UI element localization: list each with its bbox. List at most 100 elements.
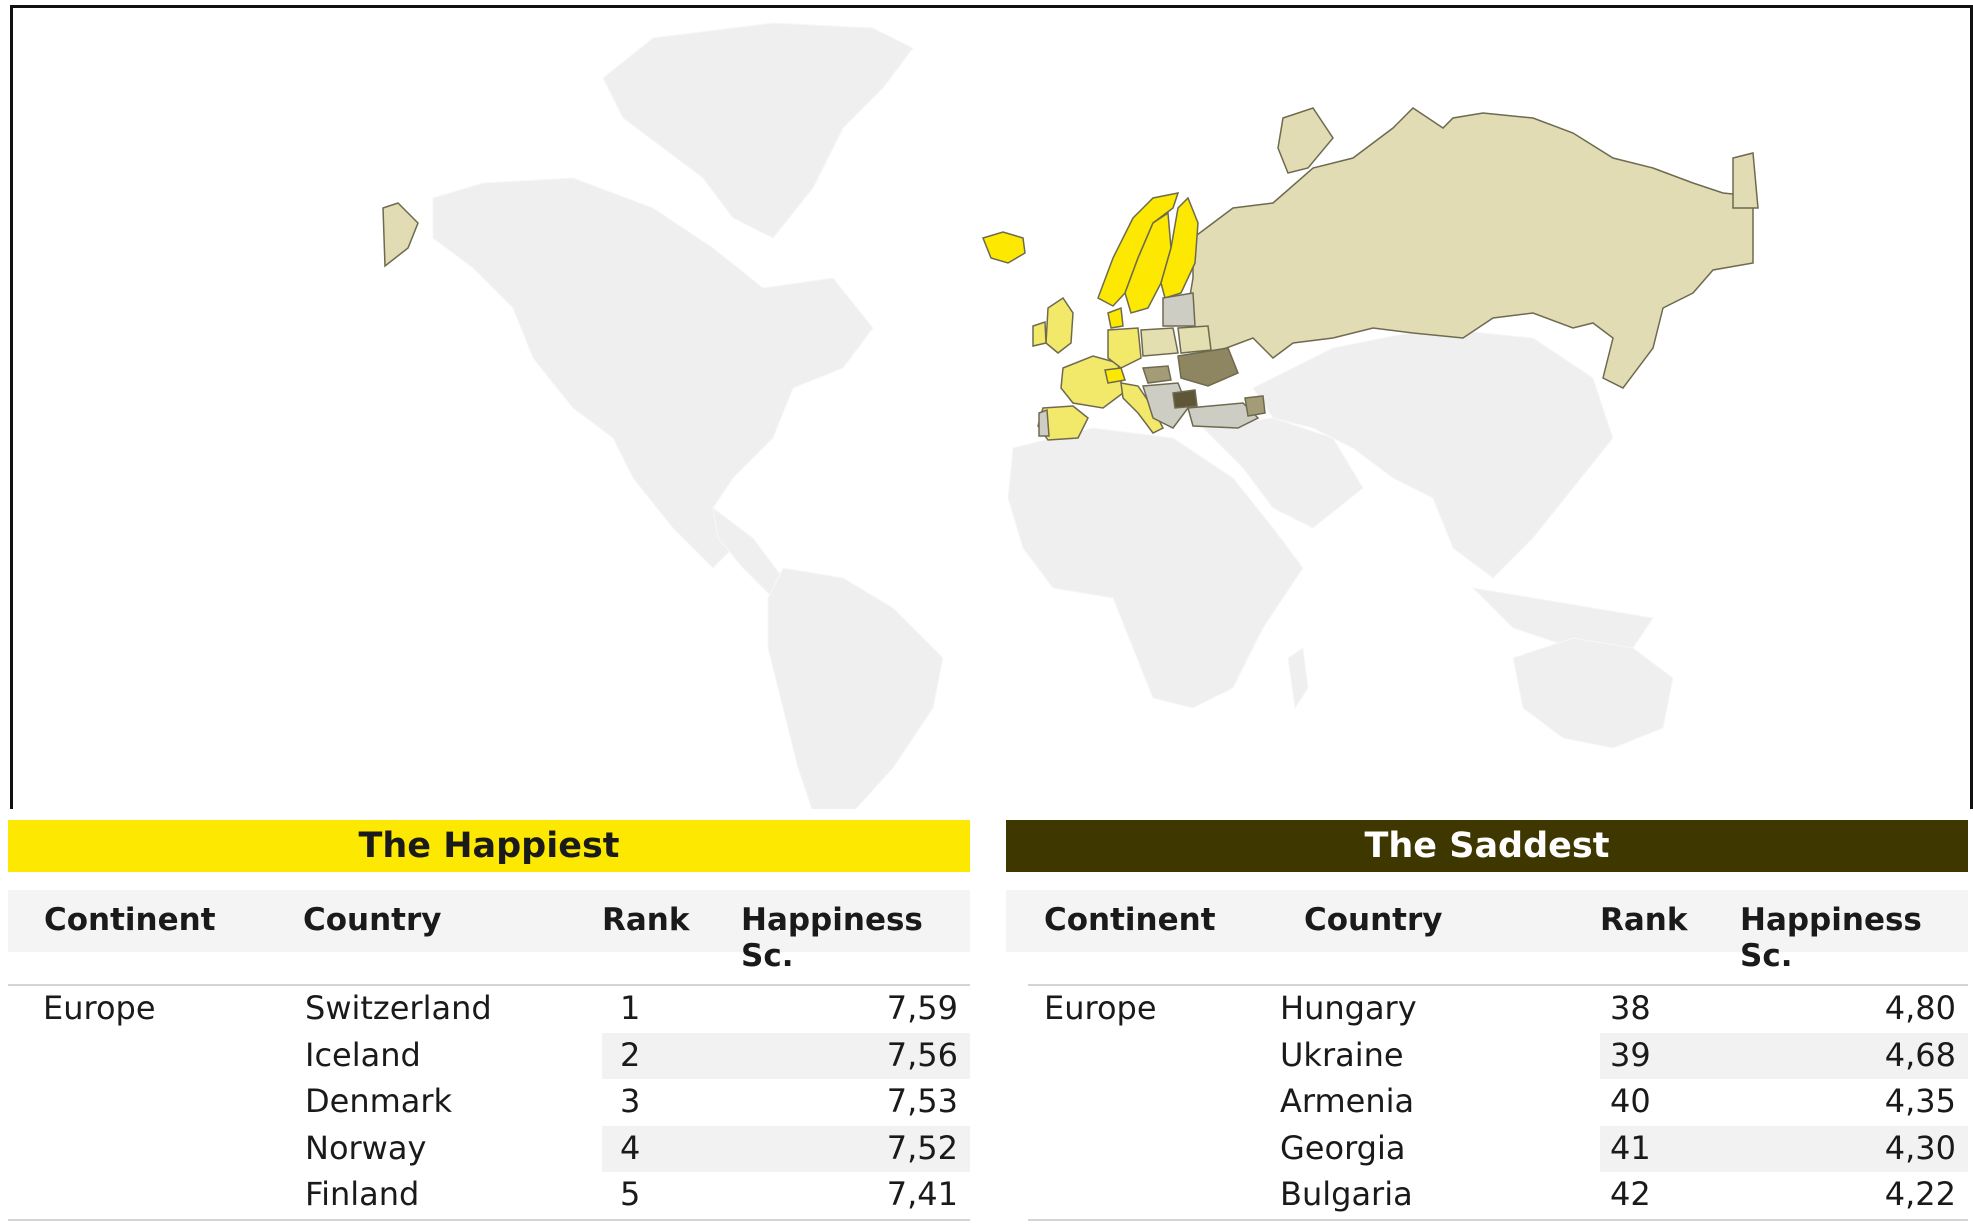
country-cell: Norway bbox=[305, 1128, 427, 1167]
rank-cell: 42 bbox=[1610, 1175, 1651, 1213]
saddest-column-header: Continent Country Rank Happiness Sc. bbox=[1006, 890, 1968, 974]
bulgaria-shape[interactable] bbox=[1172, 389, 1198, 409]
north-america-shape bbox=[432, 177, 874, 569]
iberia-shape[interactable] bbox=[1037, 405, 1089, 441]
continent-cell: Europe bbox=[1044, 989, 1157, 1027]
rank-cell: 40 bbox=[1610, 1082, 1651, 1120]
saddest-rows: Europe Hungary 38 4,80 Ukraine 39 4,68 A… bbox=[1028, 984, 1968, 1221]
happiest-panel: The Happiest Continent Country Rank Happ… bbox=[8, 820, 970, 1224]
table-row[interactable]: Bulgaria 42 4,22 bbox=[1028, 1172, 1968, 1219]
world-map[interactable] bbox=[10, 5, 1973, 809]
ireland-shape[interactable] bbox=[1032, 320, 1047, 347]
column-happiness-score[interactable]: Happiness Sc. bbox=[1740, 902, 1922, 974]
switzerland-shape[interactable] bbox=[1104, 367, 1126, 384]
table-row[interactable]: Iceland 2 7,56 bbox=[8, 1032, 970, 1079]
rank-cell: 5 bbox=[620, 1175, 641, 1213]
iceland-shape[interactable] bbox=[981, 231, 1026, 264]
finland-shape[interactable] bbox=[1160, 196, 1199, 299]
italy-shape[interactable] bbox=[1120, 382, 1165, 434]
southeast-asia-shape bbox=[1471, 587, 1654, 649]
background-land bbox=[432, 22, 1674, 809]
country-cell: Georgia bbox=[1280, 1128, 1406, 1167]
score-cell: 7,56 bbox=[886, 1035, 958, 1074]
south-america-shape bbox=[767, 567, 944, 809]
country-cell: Bulgaria bbox=[1280, 1175, 1413, 1213]
table-bottom-rule bbox=[8, 1218, 970, 1221]
denmark-shape[interactable] bbox=[1107, 306, 1124, 329]
column-country[interactable]: Country bbox=[303, 902, 442, 938]
russia-shape[interactable] bbox=[1187, 107, 1754, 389]
uk-shape[interactable] bbox=[1045, 296, 1074, 354]
portugal-shape[interactable] bbox=[1038, 408, 1050, 437]
score-cell: 7,52 bbox=[886, 1128, 958, 1167]
poland-shape[interactable] bbox=[1140, 327, 1179, 357]
rank-cell: 41 bbox=[1610, 1128, 1651, 1167]
australia-shape bbox=[1512, 637, 1674, 749]
chukotka-shape[interactable] bbox=[1732, 152, 1759, 209]
column-rank[interactable]: Rank bbox=[1600, 902, 1688, 938]
column-happiness-score[interactable]: Happiness Sc. bbox=[741, 902, 923, 974]
country-cell: Denmark bbox=[305, 1082, 453, 1120]
country-cell: Ukraine bbox=[1280, 1035, 1404, 1074]
table-row[interactable]: Denmark 3 7,53 bbox=[8, 1079, 970, 1126]
turkey-shape[interactable] bbox=[1187, 402, 1260, 429]
country-cell: Switzerland bbox=[305, 989, 492, 1027]
ukraine-shape[interactable] bbox=[1177, 347, 1239, 387]
score-cell: 4,22 bbox=[1884, 1175, 1956, 1213]
caucasus-shape[interactable] bbox=[1244, 395, 1266, 417]
table-row[interactable]: Europe Hungary 38 4,80 bbox=[1028, 986, 1968, 1033]
score-cell: 4,68 bbox=[1884, 1035, 1956, 1074]
score-cell: 7,41 bbox=[886, 1175, 958, 1213]
score-cell: 7,59 bbox=[886, 989, 958, 1027]
saddest-panel: The Saddest Continent Country Rank Happi… bbox=[1006, 820, 1968, 1224]
novaya-zemlya-shape[interactable] bbox=[1277, 107, 1334, 174]
column-continent[interactable]: Continent bbox=[1044, 902, 1216, 938]
column-rank[interactable]: Rank bbox=[602, 902, 690, 938]
column-country[interactable]: Country bbox=[1304, 902, 1443, 938]
rank-cell: 38 bbox=[1610, 989, 1651, 1027]
rank-cell: 3 bbox=[620, 1082, 641, 1120]
score-cell: 4,80 bbox=[1884, 989, 1956, 1027]
table-row[interactable]: Georgia 41 4,30 bbox=[1028, 1125, 1968, 1172]
column-continent[interactable]: Continent bbox=[44, 902, 216, 938]
middle-east-shape bbox=[1201, 417, 1364, 529]
country-cell: Armenia bbox=[1280, 1082, 1415, 1120]
africa-shape bbox=[1007, 427, 1304, 709]
score-cell: 7,53 bbox=[886, 1082, 958, 1120]
country-cell: Iceland bbox=[305, 1035, 421, 1074]
asia-shape bbox=[1252, 327, 1614, 579]
map-canvas bbox=[382, 22, 1759, 809]
row-band bbox=[602, 1125, 970, 1172]
baltics-shape[interactable] bbox=[1162, 292, 1196, 327]
table-row[interactable]: Finland 5 7,41 bbox=[8, 1172, 970, 1219]
hungary-shape[interactable] bbox=[1141, 365, 1172, 384]
madagascar-shape bbox=[1287, 647, 1309, 710]
highlighted-countries bbox=[382, 107, 1759, 441]
rank-cell: 1 bbox=[620, 989, 641, 1027]
table-row[interactable]: Norway 4 7,52 bbox=[8, 1125, 970, 1172]
row-band bbox=[1600, 1032, 1968, 1079]
belarus-shape[interactable] bbox=[1177, 325, 1212, 354]
score-cell: 4,35 bbox=[1884, 1082, 1956, 1120]
greenland-shape bbox=[602, 22, 914, 239]
rank-cell: 2 bbox=[620, 1035, 641, 1074]
germany-shape[interactable] bbox=[1107, 327, 1142, 369]
rank-cell: 39 bbox=[1610, 1035, 1651, 1074]
happiest-column-header: Continent Country Rank Happiness Sc. bbox=[8, 890, 970, 974]
saddest-title: The Saddest bbox=[1006, 820, 1968, 872]
happiest-rows: Europe Switzerland 1 7,59 Iceland 2 7,56… bbox=[8, 984, 970, 1221]
country-cell: Hungary bbox=[1280, 989, 1417, 1027]
table-row[interactable]: Armenia 40 4,35 bbox=[1028, 1079, 1968, 1126]
continent-cell: Europe bbox=[43, 989, 156, 1027]
alaska-shape[interactable] bbox=[382, 202, 419, 268]
table-row[interactable]: Ukraine 39 4,68 bbox=[1028, 1032, 1968, 1079]
table-row[interactable]: Europe Switzerland 1 7,59 bbox=[8, 986, 970, 1033]
country-cell: Finland bbox=[305, 1175, 420, 1213]
row-band bbox=[1600, 1125, 1968, 1172]
norway-shape[interactable] bbox=[1097, 192, 1180, 307]
table-bottom-rule bbox=[1028, 1218, 1968, 1221]
happiest-title: The Happiest bbox=[8, 820, 970, 872]
rank-cell: 4 bbox=[620, 1128, 641, 1167]
score-cell: 4,30 bbox=[1884, 1128, 1956, 1167]
row-band bbox=[602, 1032, 970, 1079]
